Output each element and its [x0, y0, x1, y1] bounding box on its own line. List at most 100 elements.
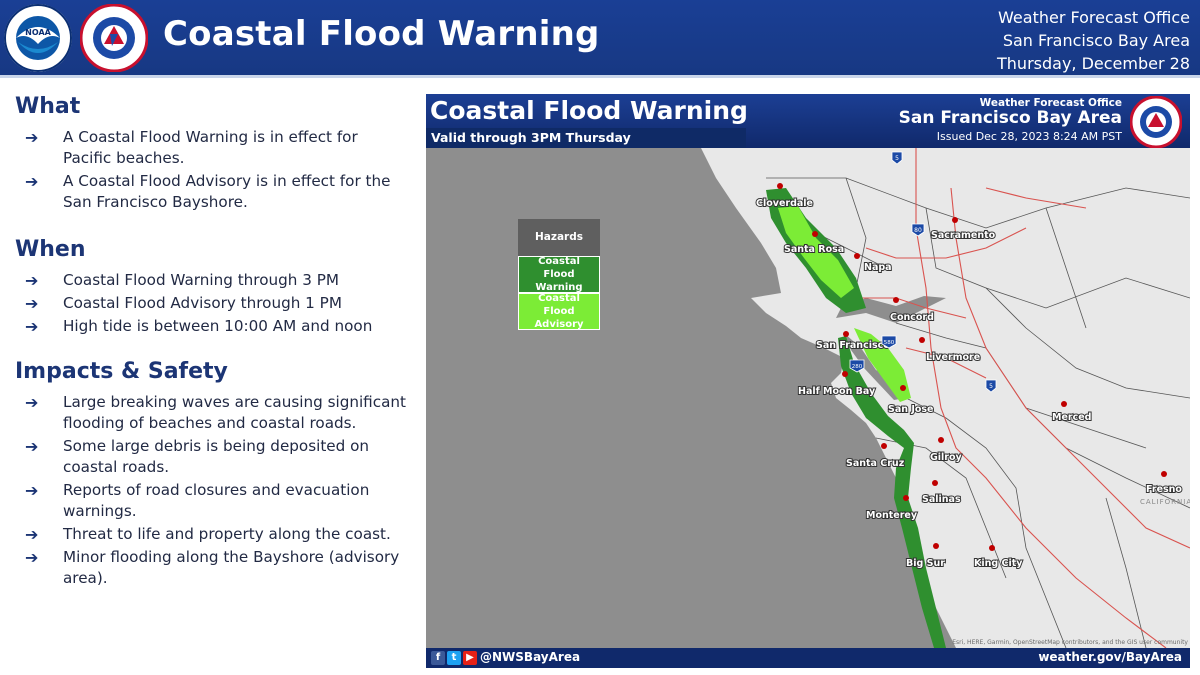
city-label: Santa Cruz [846, 458, 905, 469]
interstate-number: 80 [914, 227, 922, 234]
map-credit: Esri, HERE, Garmin, OpenStreetMap contri… [952, 639, 1188, 646]
city-dot [854, 253, 860, 259]
list-item: ➔ High tide is between 10:00 AM and noon [15, 316, 410, 337]
city-dot [900, 385, 906, 391]
interstate-shields: 5 80 580 280 5 [849, 151, 997, 393]
when-section: When ➔ Coastal Flood Warning through 3 PM… [15, 237, 410, 337]
map-legend: Hazards Coastal Flood Warning Coastal Fl… [518, 219, 600, 330]
map-valid-time: Valid through 3PM Thursday [426, 128, 746, 148]
right-arrow-icon: ➔ [25, 481, 39, 500]
map-graphic: Cloverdale Santa Rosa Napa Sacramento Co… [701, 148, 1190, 648]
office-line-2: San Francisco Bay Area [1002, 31, 1190, 50]
interstate-number: 280 [852, 364, 863, 370]
legend-title: Hazards [518, 219, 600, 256]
list-item: ➔ Large breaking waves are causing signif… [15, 392, 410, 434]
map-issued-time: Issued Dec 28, 2023 8:24 AM PST [936, 130, 1122, 143]
list-item: ➔ Coastal Flood Warning through 3 PM [15, 270, 410, 291]
interstate-shield: 280 [849, 359, 865, 373]
city-dot [843, 331, 849, 337]
city-dot [919, 337, 925, 343]
advisory-area-north [778, 206, 854, 298]
right-arrow-icon: ➔ [25, 271, 39, 290]
bullet-text: Coastal Flood Warning through 3 PM [63, 271, 339, 289]
page-title: Coastal Flood Warning [163, 14, 600, 54]
list-item: ➔ Some large debris is being deposited on… [15, 436, 410, 478]
interstate-number: 5 [989, 383, 993, 390]
city-label: Concord [890, 312, 934, 323]
right-arrow-icon: ➔ [25, 128, 39, 147]
nws-logo [79, 3, 149, 73]
city-dot [812, 231, 818, 237]
right-arrow-icon: ➔ [25, 525, 39, 544]
list-item: ➔ Threat to life and property along the c… [15, 524, 410, 545]
right-arrow-icon: ➔ [25, 294, 39, 313]
list-item: ➔ Minor flooding along the Bayshore (advi… [15, 547, 410, 589]
twitter-icon[interactable]: t [447, 651, 461, 665]
right-arrow-icon: ➔ [25, 172, 39, 191]
impacts-section: Impacts & Safety ➔ Large breaking waves a… [15, 359, 410, 589]
city-dot [842, 371, 848, 377]
office-line-1: Weather Forecast Office [998, 8, 1190, 27]
social-handle[interactable]: @NWSBayArea [480, 650, 581, 664]
list-item: ➔ Reports of road closures and evacuation… [15, 480, 410, 522]
warning-area-coast [838, 336, 946, 648]
city-label: Sacramento [931, 230, 996, 241]
bullet-text: Some large debris is being deposited on … [63, 437, 370, 476]
interstate-shield: 5 [891, 151, 903, 165]
what-heading: What [15, 94, 81, 119]
city-label: Salinas [922, 494, 961, 505]
noaa-logo: NOAA [4, 4, 72, 72]
interstate-shield: 580 [881, 335, 897, 349]
briefing-text: What ➔ A Coastal Flood Warning is in effe… [15, 94, 410, 591]
city-label: Napa [864, 262, 892, 273]
right-arrow-icon: ➔ [25, 437, 39, 456]
bullet-text: Minor flooding along the Bayshore (advis… [63, 548, 400, 587]
map-title: Coastal Flood Warning [430, 96, 748, 125]
interstate-shield: 80 [911, 223, 925, 237]
bullet-text: Reports of road closures and evacuation … [63, 481, 370, 520]
when-heading: When [15, 237, 86, 262]
map-header: Coastal Flood Warning Valid through 3PM … [426, 94, 1190, 149]
city-label: Cloverdale [756, 198, 813, 209]
bullet-text: High tide is between 10:00 AM and noon [63, 317, 373, 335]
list-item: ➔ A Coastal Flood Warning is in effect fo… [15, 127, 410, 169]
city-dot [938, 437, 944, 443]
social-icons: f t ▶ [431, 651, 477, 665]
bullet-text: Large breaking waves are causing signifi… [63, 393, 406, 432]
interstate-number: 5 [895, 155, 899, 162]
map-office-label: Weather Forecast Office [979, 97, 1122, 109]
advisory-area-bay [854, 328, 911, 402]
city-dot [903, 495, 909, 501]
city-label: San Francisco [816, 340, 890, 351]
list-item: ➔ Coastal Flood Advisory through 1 PM [15, 293, 410, 314]
bullet-text: A Coastal Flood Advisory is in effect fo… [63, 172, 391, 211]
city-label: San Jose [888, 404, 933, 415]
office-info: Weather Forecast Office San Francisco Ba… [997, 6, 1190, 75]
website-link[interactable]: weather.gov/BayArea [1038, 650, 1182, 664]
facebook-icon[interactable]: f [431, 651, 445, 665]
city-dot [777, 183, 783, 189]
youtube-icon[interactable]: ▶ [463, 651, 477, 665]
impacts-heading: Impacts & Safety [15, 359, 228, 384]
city-dot [933, 543, 939, 549]
highways [856, 148, 1190, 648]
city-label: Gilroy [930, 452, 963, 463]
city-labels: Cloverdale Santa Rosa Napa Sacramento Co… [755, 197, 1183, 570]
city-dot [881, 443, 887, 449]
city-dot [1161, 471, 1167, 477]
banner-date: Thursday, December 28 [997, 54, 1190, 73]
city-label: Half Moon Bay [798, 386, 876, 397]
city-dot [989, 545, 995, 551]
city-dot [952, 217, 958, 223]
city-label: Livermore [926, 352, 980, 363]
city-label: King City [974, 558, 1023, 569]
city-dot [932, 480, 938, 486]
city-label: Merced [1052, 412, 1091, 423]
map-footer: f t ▶ @NWSBayArea weather.gov/BayArea [426, 648, 1190, 668]
list-item: ➔ A Coastal Flood Advisory is in effect f… [15, 171, 410, 213]
map-office-name: San Francisco Bay Area [898, 108, 1122, 128]
legend-advisory: Coastal Flood Advisory [518, 293, 600, 330]
city-dot [1061, 401, 1067, 407]
interstate-number: 580 [884, 340, 895, 346]
city-label: Monterey [866, 510, 918, 521]
